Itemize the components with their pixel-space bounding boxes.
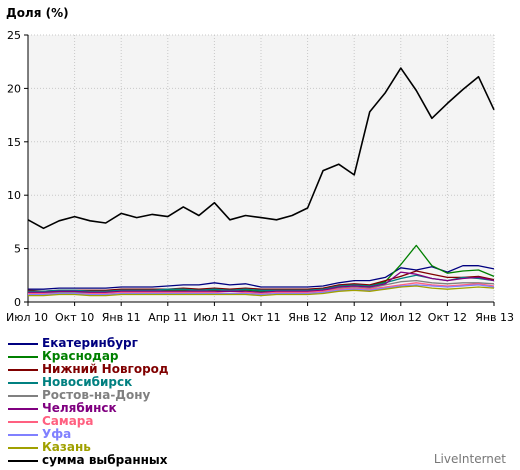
x-tick-label: Июл 10 [6,311,48,324]
x-tick-label: Окт 10 [55,311,94,324]
series-line-6 [28,271,495,294]
y-tick-label: 25 [7,29,21,42]
series-line-1 [28,265,495,290]
legend-item: Челябинск [8,402,169,415]
legend-item: Екатеринбург [8,337,169,350]
legend-swatch [8,407,38,410]
x-tick-label: Окт 11 [241,311,280,324]
series-line-9 [28,285,495,297]
legend-label: Казань [42,440,91,454]
legend-item: Новосибирск [8,376,169,389]
legend-item: Казань [8,441,169,454]
x-tick-label: Янв 11 [102,311,141,324]
x-tick-label: Янв 13 [475,311,514,324]
legend-item: Краснодар [8,350,169,363]
legend-item: Уфа [8,428,169,441]
legend-item: Нижний Новгород [8,363,169,376]
series-lines [27,67,495,297]
legend-label: Челябинск [42,401,117,415]
legend-label: Ростов-на-Дону [42,388,151,402]
legend-label: Новосибирск [42,375,133,389]
plot-area [28,35,494,302]
watermark: LiveInternet [433,452,506,466]
legend-swatch [8,381,38,384]
x-tick-label: Июл 12 [380,311,422,324]
axes [24,34,495,306]
series-line-3 [27,270,495,292]
legend: Екатеринбург Краснодар Нижний Новгород Ново… [8,337,169,467]
legend-label: Екатеринбург [42,336,138,350]
series-line-4 [28,274,495,292]
y-tick-label: 15 [7,136,21,149]
legend-label: Уфа [42,427,72,441]
legend-item: сумма выбранных [8,454,169,467]
legend-swatch [8,446,38,449]
x-tick-label: Апр 12 [335,311,374,324]
legend-swatch [8,433,38,436]
tick-labels: 0 5 10 15 20 25 Июл 10 Окт 10 Янв 11 Апр 11 Июл 11… [6,29,514,324]
legend-label: сумма выбранных [42,453,168,467]
series-line-8 [28,284,495,296]
legend-swatch [8,355,38,358]
legend-swatch [8,459,38,462]
legend-swatch [8,420,38,423]
legend-swatch [8,342,38,345]
legend-swatch [8,394,38,397]
x-tick-label: Янв 12 [288,311,327,324]
legend-label: Краснодар [42,349,119,363]
x-tick-label: Окт 12 [428,311,467,324]
legend-item: Ростов-на-Дону [8,389,169,402]
x-tick-label: Июл 11 [193,311,235,324]
series-line-10 [27,67,495,230]
x-tick-label: Апр 11 [148,311,187,324]
y-axis-label: Доля (%) [6,6,69,20]
y-tick-label: 20 [7,82,21,95]
legend-label: Нижний Новгород [42,362,169,376]
legend-item: Самара [8,415,169,428]
y-tick-label: 10 [7,189,21,202]
y-tick-label: 5 [14,243,21,256]
legend-swatch [8,368,38,371]
y-tick-label: 0 [14,296,21,309]
legend-label: Самара [42,414,94,428]
series-line-7 [28,282,495,295]
